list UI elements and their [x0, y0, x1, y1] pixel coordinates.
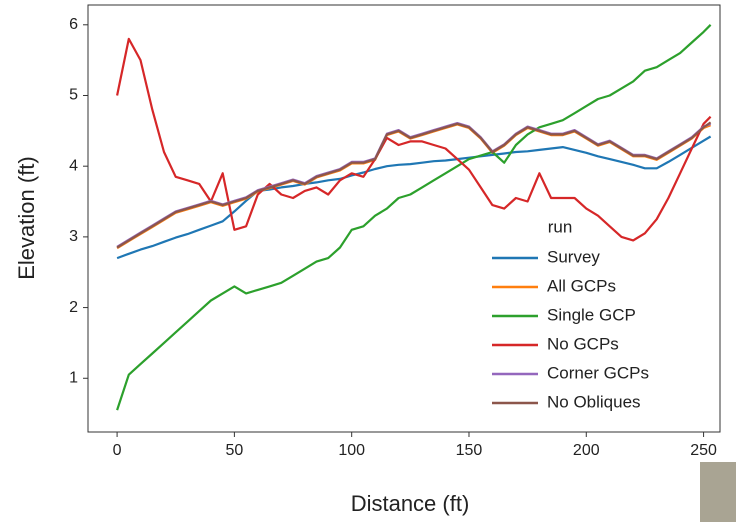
series-line: [116, 123, 712, 250]
x-tick-label: 200: [573, 442, 600, 459]
series-line: [116, 37, 712, 242]
y-tick-label: 6: [69, 16, 78, 33]
x-tick-label: 0: [113, 442, 122, 459]
legend-label: No GCPs: [547, 334, 619, 353]
series-line: [116, 121, 712, 249]
x-axis-title: Distance (ft): [351, 491, 470, 516]
legend-label: Survey: [547, 247, 600, 266]
legend-label: Single GCP: [547, 305, 636, 324]
plot-frame: [87, 4, 721, 433]
series-line: [116, 24, 712, 411]
y-tick-label: 3: [69, 228, 78, 245]
x-tick-label: 50: [225, 442, 243, 459]
y-tick-label: 2: [69, 299, 78, 316]
y-tick-label: 4: [69, 157, 78, 174]
x-tick-label: 250: [690, 442, 717, 459]
legend-label: All GCPs: [547, 276, 616, 295]
x-tick-label: 150: [456, 442, 483, 459]
legend-label: No Obliques: [547, 392, 641, 411]
y-axis-title: Elevation (ft): [14, 156, 39, 280]
series-line: [116, 135, 712, 260]
corner-thumbnail: [700, 462, 736, 522]
y-tick-label: 1: [69, 369, 78, 386]
y-tick-label: 5: [69, 87, 78, 104]
legend-label: Corner GCPs: [547, 363, 649, 382]
legend-title: run: [548, 217, 573, 236]
x-tick-label: 100: [338, 442, 365, 459]
